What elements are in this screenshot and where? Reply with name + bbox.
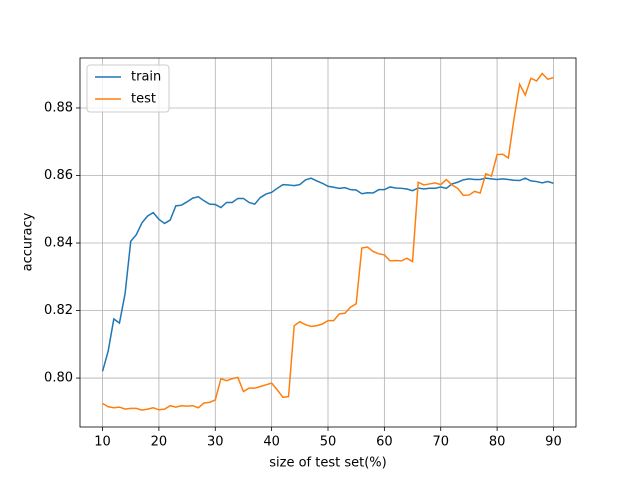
x-tick-label: 10 <box>94 435 111 450</box>
x-tick-label: 80 <box>489 435 506 450</box>
y-tick-label: 0.84 <box>44 236 73 251</box>
x-tick-label: 30 <box>207 435 224 450</box>
x-tick-label: 90 <box>545 435 562 450</box>
x-tick-label: 50 <box>320 435 337 450</box>
y-axis-label: accuracy <box>21 212 36 271</box>
data-line <box>102 72 554 411</box>
x-axis-label: size of test set(%) <box>269 456 386 471</box>
y-tick-label: 0.86 <box>44 168 73 183</box>
x-tick-label: 70 <box>432 435 449 450</box>
data-line <box>101 177 554 372</box>
x-tick-label: 40 <box>263 435 280 450</box>
x-tick-label: 60 <box>376 435 393 450</box>
y-tick-label: 0.88 <box>44 100 73 115</box>
legend-label: train <box>131 70 161 85</box>
legend-label: test <box>131 92 156 107</box>
x-tick-label: 20 <box>151 435 168 450</box>
axes-frame <box>79 57 577 428</box>
y-tick-label: 0.82 <box>44 303 73 318</box>
y-tick-label: 0.80 <box>44 371 73 386</box>
